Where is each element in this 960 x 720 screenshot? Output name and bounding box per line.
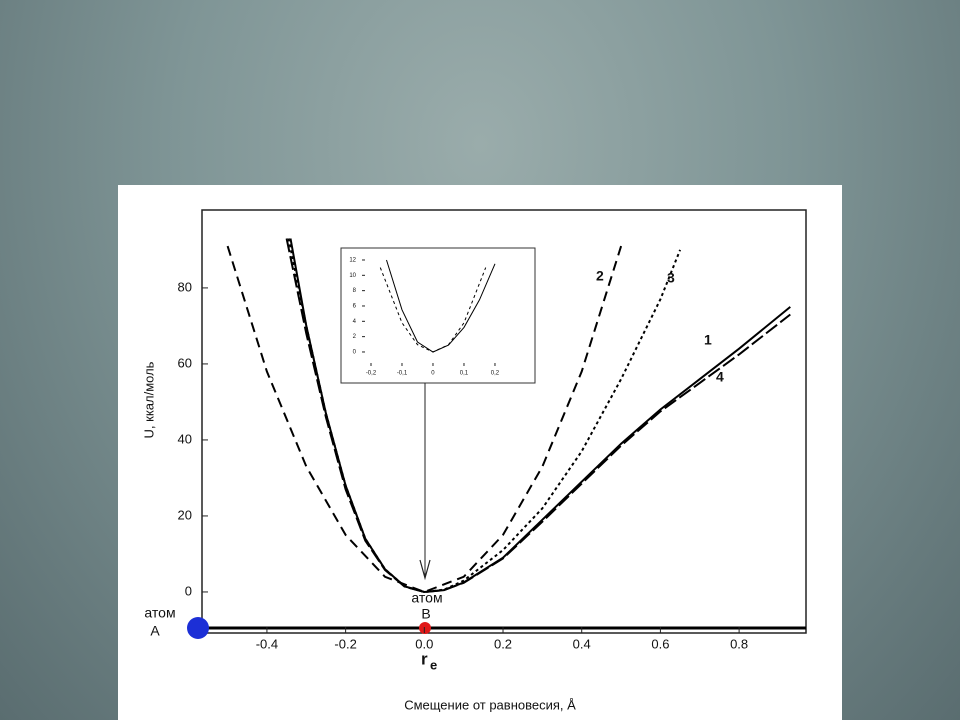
y-tick-label: 10: [349, 273, 356, 279]
y-tick-label: 20: [178, 507, 192, 522]
x-tick-label: 0: [431, 371, 435, 377]
x-tick-label: -0,1: [397, 371, 408, 377]
x-tick-label: 0.4: [573, 636, 591, 651]
curve-label: 2: [596, 268, 604, 284]
y-tick-label: 60: [178, 355, 192, 370]
y-tick-label: 0: [353, 350, 357, 356]
y-tick-label: 80: [178, 279, 192, 294]
curve: [379, 267, 487, 353]
y-tick-label: 40: [178, 431, 192, 446]
inset-pointer-head: [419, 559, 431, 581]
atom-b: [419, 622, 431, 634]
curve: [285, 238, 791, 594]
curve-label: 1: [704, 332, 712, 348]
x-tick-label: -0,2: [366, 371, 377, 377]
x-tick-label: 0.8: [730, 636, 748, 651]
y-tick-label: 6: [353, 304, 357, 310]
x-axis-label: Смещение от равновесия, Å: [404, 697, 576, 712]
y-axis-label: U, ккал/моль: [141, 361, 156, 438]
x-tick-label: 0.6: [651, 636, 669, 651]
inset-frame: [340, 247, 536, 384]
equilibrium-label: r: [421, 649, 428, 668]
atom-a-label: атом: [144, 605, 175, 621]
atom-b-label: атом: [411, 590, 442, 606]
x-tick-label: 0,2: [491, 371, 500, 377]
atom-b-label: B: [421, 606, 430, 622]
y-tick-label: 2: [353, 334, 357, 340]
curve-label: 4: [716, 369, 724, 385]
curve: [386, 259, 496, 353]
x-tick-label: 0,1: [460, 371, 469, 377]
x-tick-label: -0.2: [334, 636, 356, 651]
atom-a: [187, 617, 209, 639]
equilibrium-subscript: e: [430, 657, 437, 672]
atom-a-label: A: [150, 623, 160, 639]
curve-label: 3: [667, 270, 675, 286]
plot-frame: [201, 209, 807, 634]
curve: [226, 245, 623, 594]
y-tick-label: 12: [349, 258, 356, 264]
x-tick-label: -0.4: [256, 636, 278, 651]
y-tick-label: 8: [353, 288, 357, 294]
x-tick-label: 0.0: [415, 636, 433, 651]
y-tick-label: 0: [185, 583, 192, 598]
x-tick-label: 0.2: [494, 636, 512, 651]
y-tick-label: 4: [353, 319, 357, 325]
